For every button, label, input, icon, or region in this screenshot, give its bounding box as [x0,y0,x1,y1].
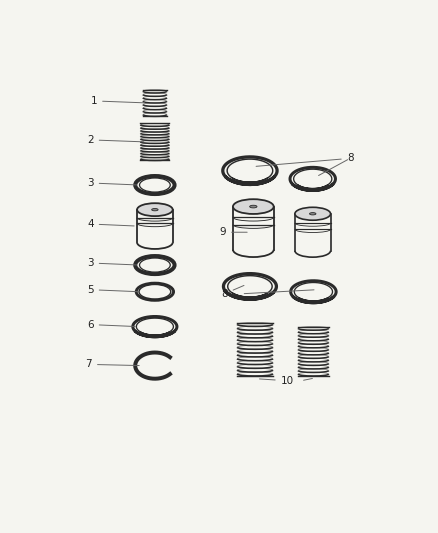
Ellipse shape [233,199,274,214]
Text: 9: 9 [219,227,247,237]
Text: 7: 7 [85,359,139,369]
Text: 10: 10 [259,376,294,386]
Ellipse shape [295,207,331,220]
Text: 1: 1 [91,96,145,106]
Text: 8: 8 [221,286,244,299]
Text: 3: 3 [87,258,137,268]
Ellipse shape [152,208,158,211]
Text: 2: 2 [87,135,144,145]
Ellipse shape [137,203,173,216]
Text: 5: 5 [87,285,137,295]
Ellipse shape [310,213,316,215]
Text: 6: 6 [87,320,135,329]
Text: 3: 3 [87,178,137,188]
Ellipse shape [250,205,257,208]
Text: 8: 8 [256,154,353,166]
Text: 4: 4 [87,219,134,229]
